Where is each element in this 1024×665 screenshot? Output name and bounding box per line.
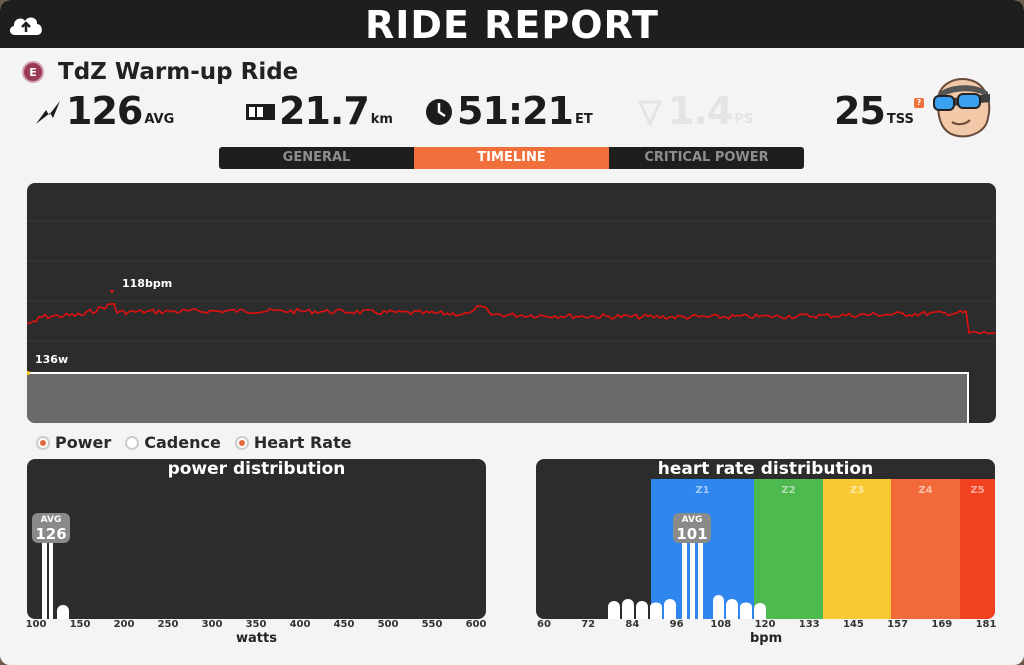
hr-x-tick: 60 [537,619,551,630]
stat-ps-value: 1.4 [668,89,733,133]
zone-z3: Z3 [823,479,891,619]
hr-x-tick: 84 [625,619,640,630]
chart-legend: Power Cadence Heart Rate [36,433,352,452]
power-area [27,373,968,423]
hr-avg-label: AVG [681,515,703,525]
legend-heart-rate-label: Heart Rate [253,433,352,452]
hr-x-tick: 145 [842,619,864,630]
clock-icon [426,99,452,125]
stat-power-value: 126 [66,89,143,133]
stat-power: 126 AVG [34,92,174,130]
tab-timeline[interactable]: TIMELINE [414,147,609,169]
power-toggle-icon [36,435,50,450]
power-start-dot [27,371,30,375]
stat-ps-unit: PS [734,112,754,127]
power-x-tick: 300 [201,619,223,630]
stat-time-unit: ET [574,112,593,127]
ride-header: E TdZ Warm-up Ride [22,58,298,86]
hr-x-tick: 181 [975,619,997,630]
legend-heart-rate[interactable]: Heart Rate [234,433,352,452]
power-x-tick: 500 [377,619,399,630]
hr-peak-label: 118bpm [122,277,172,290]
stat-time: 51:21 ET [425,92,593,130]
hr-x-tick: 96 [669,619,684,630]
hr-x-tick: 157 [887,619,909,630]
stat-tss-value: 25 [834,89,886,133]
legend-power-label: Power [55,433,112,452]
power-avg-badge: AVG 126 [32,513,70,543]
zone-z5: Z5 [960,479,995,619]
ride-name: TdZ Warm-up Ride [58,59,299,85]
legend-cadence[interactable]: Cadence [125,433,221,452]
hr-x-tick: 72 [581,619,596,630]
stat-distance-value: 21.7 [279,89,370,133]
power-line [27,372,969,423]
power-x-tick: 250 [157,619,179,630]
event-badge: E [22,61,44,83]
page-title: RIDE REPORT [365,3,659,47]
power-avg-value: 126 [35,525,67,543]
power-x-tick: 150 [69,619,91,630]
stat-tss: 25 TSS ? [834,92,924,130]
stat-time-value: 51:21 [457,89,574,133]
power-x-tick: 450 [333,619,355,630]
odometer-icon [246,104,275,120]
heart-rate-distribution-chart: heart rate distribution Z1 Z2 Z3 Z4 Z5 [536,459,995,619]
hr-avg-badge: AVG 101 [673,513,711,543]
power-x-tick: 400 [289,619,311,630]
report-tabs: GENERAL TIMELINE CRITICAL POWER [219,147,804,169]
power-x-tick: 550 [421,619,443,630]
hr-x-tick: 108 [710,619,732,630]
power-x-tick: 200 [113,619,135,630]
stat-ps: 1.4 PS [636,92,753,130]
power-dist-svg [42,537,69,619]
shield-icon [637,100,663,126]
heart-rate-toggle-icon [234,435,249,450]
stat-power-unit: AVG [144,112,175,127]
stat-tss-unit: TSS [886,112,914,127]
rider-avatar[interactable] [926,74,996,140]
hr-x-tick: 120 [754,619,776,630]
hr-peak-marker [110,290,114,294]
heart-rate-line [27,302,996,335]
stats-row: 126 AVG 21.7 km 51:21 ET 1.4 PS [0,92,1024,132]
power-x-tick: 600 [465,619,487,630]
timeline-svg: 118bpm 136w [27,220,996,423]
stat-distance: 21.7 km [243,92,393,130]
cloud-upload-icon[interactable] [6,10,46,38]
power-label: 136w [35,353,68,366]
power-x-ticks: 100 150 200 250 300 350 400 450 500 550 600 [26,619,487,633]
power-dist-title: power distribution [167,459,346,479]
legend-power[interactable]: Power [36,433,111,452]
cadence-toggle-icon [125,435,140,450]
power-distribution-chart: power distribution AVG 126 [27,459,486,619]
hr-avg-value: 101 [676,525,708,543]
hr-x-label: bpm [750,631,783,646]
zone-z2: Z2 [754,479,823,619]
hr-x-tick: 169 [931,619,953,630]
timeline-chart[interactable]: 118bpm 136w [27,183,996,423]
hr-x-tick: 133 [798,619,820,630]
tss-info-badge[interactable]: ? [913,98,924,108]
stat-distance-unit: km [370,112,393,127]
hr-x-ticks: 60 72 84 96 108 120 133 145 157 169 181 [537,619,996,633]
power-avg-label: AVG [40,515,62,525]
hr-dist-svg [608,539,766,619]
tab-general[interactable]: GENERAL [219,147,414,169]
legend-cadence-label: Cadence [144,433,221,452]
power-bolt-icon [36,101,60,124]
power-x-tick: 350 [245,619,267,630]
title-bar: RIDE REPORT [0,0,1024,48]
power-x-tick: 100 [25,619,47,630]
power-x-label: watts [236,631,277,646]
tab-critical-power[interactable]: CRITICAL POWER [609,147,804,169]
zone-z4: Z4 [891,479,960,619]
hr-dist-title: heart rate distribution [657,459,874,479]
